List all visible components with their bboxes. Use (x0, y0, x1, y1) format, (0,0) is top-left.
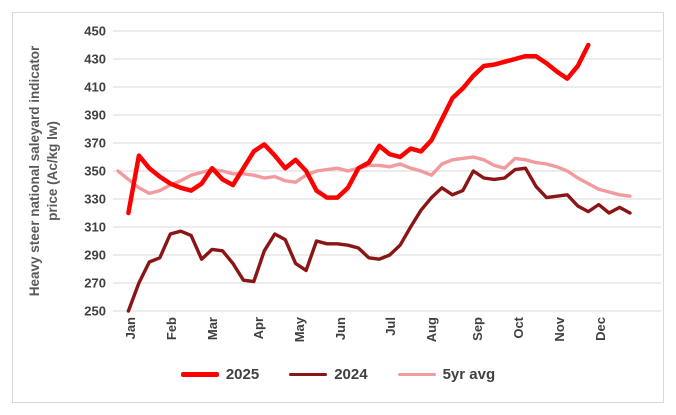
y-tick-label: 390 (84, 108, 106, 123)
x-month-label: Jul (383, 317, 398, 336)
x-month-label: May (292, 316, 307, 342)
y-axis-title-line2: price (Ac/kg lw) (45, 121, 60, 221)
x-month-label: Sep (470, 317, 485, 341)
y-tick-label: 270 (84, 276, 106, 291)
legend-label-5yr-avg: 5yr avg (442, 366, 496, 383)
series-line-2025 (126, 42, 591, 216)
chart-frame-border (12, 12, 664, 403)
legend-item-2025: 2025 (180, 366, 260, 383)
y-tick-label: 430 (84, 52, 106, 67)
legend-label-2025: 2025 (225, 366, 260, 383)
y-tick-label: 350 (84, 164, 106, 179)
y-tick-label: 450 (84, 24, 106, 39)
y-tick-label: 250 (84, 304, 106, 319)
legend-label-2024: 2024 (334, 366, 368, 383)
legend-item-2024: 2024 (289, 366, 368, 383)
series-line-2024 (126, 166, 632, 313)
y-tick-label: 330 (84, 192, 106, 207)
x-month-label: Apr (251, 317, 266, 339)
x-month-label: Jun (333, 317, 348, 340)
legend-swatch-5yr-avg (397, 372, 436, 377)
y-tick-label: 310 (84, 220, 106, 235)
legend-swatch-2024 (289, 372, 328, 377)
y-tick-label: 370 (84, 136, 106, 151)
x-month-label: Aug (424, 317, 439, 342)
x-month-label: Oct (511, 316, 526, 338)
chart-legend: 2025 2024 5yr avg (0, 366, 676, 383)
legend-item-5yr-avg: 5yr avg (397, 366, 496, 383)
y-tick-label: 290 (84, 248, 106, 263)
y-tick-label: 410 (84, 80, 106, 95)
legend-swatch-2025 (180, 372, 219, 377)
x-month-label: Nov (552, 316, 567, 341)
x-month-label: Dec (593, 317, 608, 341)
x-month-label: Feb (164, 317, 179, 340)
y-axis-title-line1: Heavy steer national saleyard indicator (27, 45, 42, 296)
series-line-5yr-avg (116, 155, 632, 198)
x-month-label: Mar (205, 317, 220, 340)
x-month-label: Jan (123, 317, 138, 339)
